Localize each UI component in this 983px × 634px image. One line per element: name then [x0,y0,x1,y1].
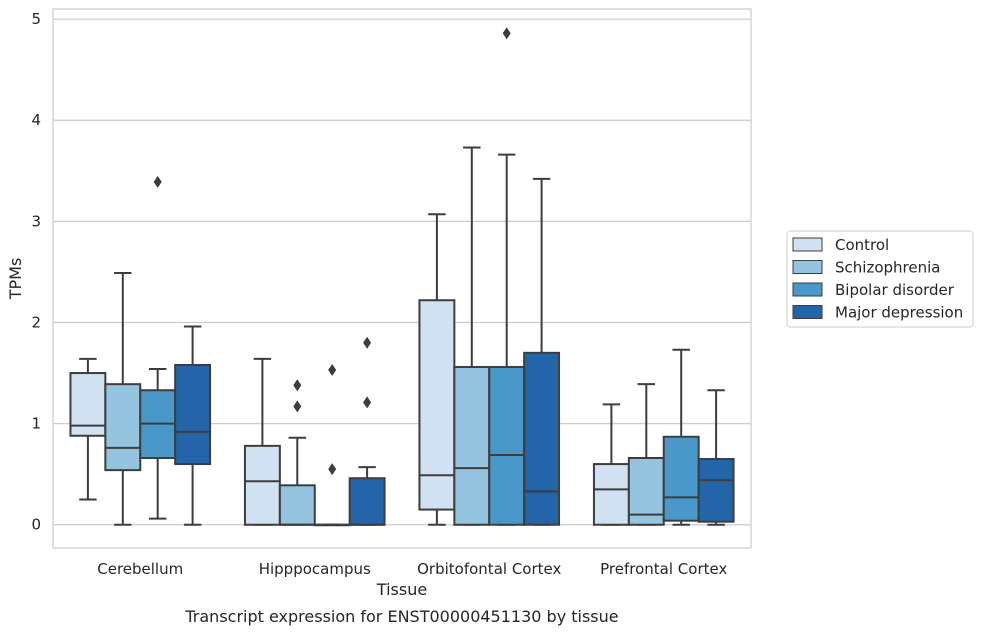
box-plot [174,325,212,526]
box-plot [453,146,491,526]
legend-label: Control [835,236,889,254]
box-plot [69,357,107,501]
x-axis-ticks: Cerebellum Hipppocampus Orbitofontal Corte… [97,560,727,578]
legend-label: Major depression [835,304,963,322]
box [488,365,526,526]
box [592,463,630,526]
box [174,363,212,466]
box-plot [243,357,281,526]
outlier-point [153,175,162,188]
box-plot [488,27,526,526]
box-plot [139,175,177,520]
chart-caption: Transcript expression for ENST0000045113… [184,607,618,626]
box-plot [697,389,735,526]
box-plot [348,336,386,526]
legend-label: Bipolar disorder [835,281,955,299]
box-plot [592,403,630,526]
legend-swatch [792,237,823,252]
box [104,383,142,472]
box-plot [313,364,351,527]
outlier-point [293,400,302,413]
plot-frame [52,8,752,549]
outlier-point [363,396,372,409]
legend-label: Schizophrenia [835,259,940,277]
legend-swatch [792,260,823,274]
x-tick-label: Orbitofontal Cortex [417,560,561,578]
box-plot [523,177,561,526]
box [453,365,491,526]
legend: Control Schizophrenia Bipolar disorder Majo… [786,230,974,328]
box-plot [418,213,456,526]
outlier-point [502,27,511,40]
x-tick-label: Cerebellum [97,560,183,578]
legend-frame [786,230,974,328]
box-plot [104,271,142,526]
x-axis-title: Tissue [376,580,427,599]
outlier-point [328,364,337,377]
box-plots [69,27,735,527]
box [523,351,561,526]
outlier-point [363,336,372,349]
y-axis-title: TPMs [6,258,25,301]
box-plot [627,383,665,526]
y-tick-label: 3 [31,212,41,230]
box [627,456,665,526]
box [348,477,386,526]
outlier-point [293,379,302,392]
box [243,444,281,526]
outlier-point [328,463,337,476]
y-axis-ticks: 0 1 2 3 4 5 [31,10,41,534]
box [418,299,456,511]
box [662,435,700,522]
y-tick-label: 5 [31,10,41,28]
box [697,458,735,523]
x-tick-label: Prefrontal Cortex [600,560,727,578]
legend-swatch [792,282,823,297]
y-tick-label: 2 [31,313,41,331]
box-plot [278,379,316,526]
x-tick-label: Hipppocampus [259,560,371,578]
box-plot [662,348,700,526]
y-tick-label: 4 [31,111,41,129]
legend-swatch [792,305,823,319]
y-tick-label: 0 [31,516,41,534]
y-tick-label: 1 [31,415,41,433]
box [278,484,316,526]
